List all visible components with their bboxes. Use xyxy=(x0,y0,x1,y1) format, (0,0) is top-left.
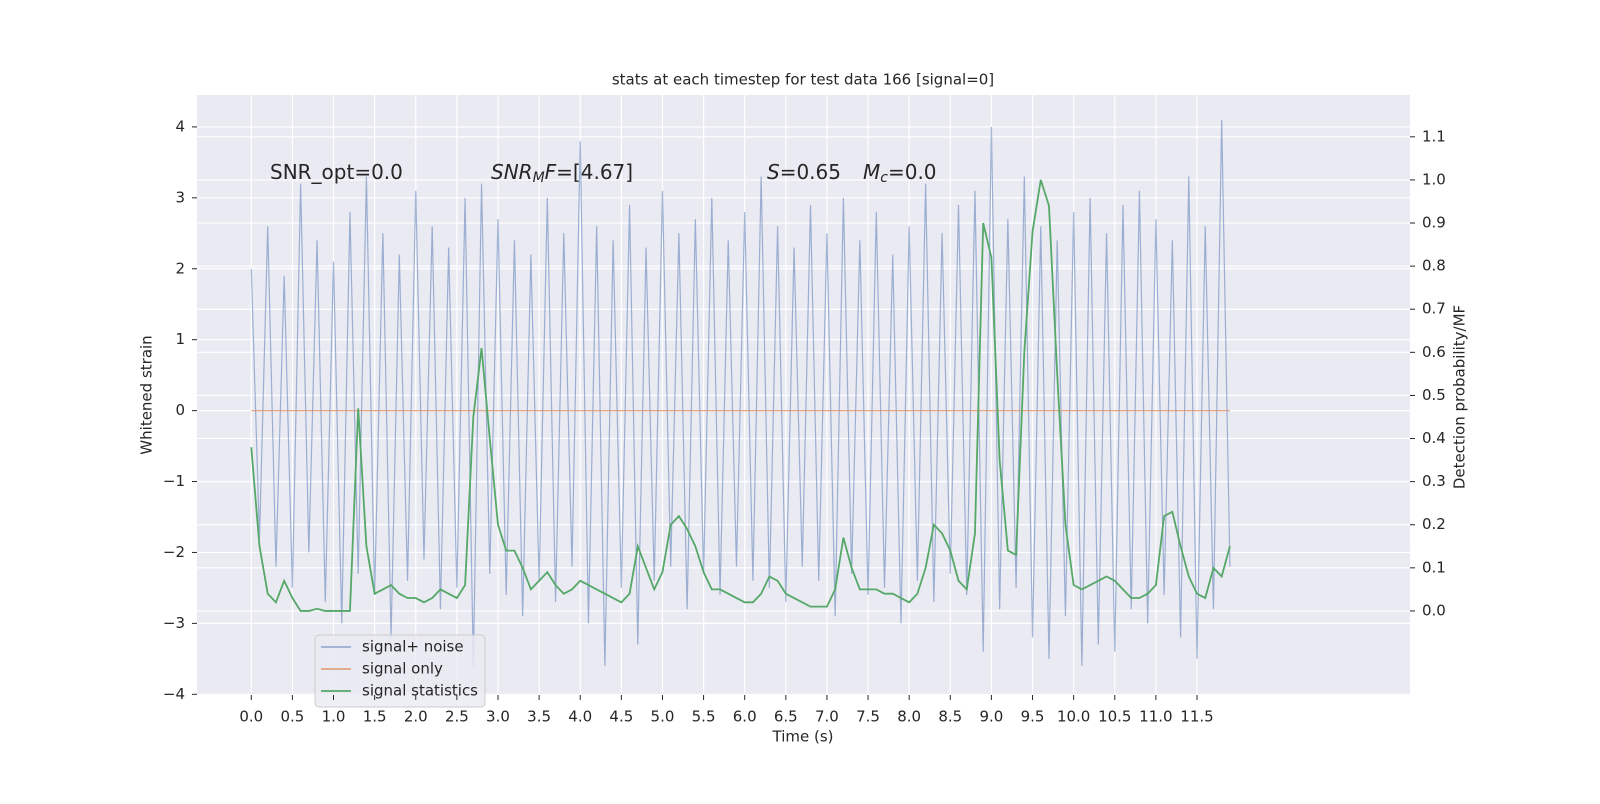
annotation-part: M xyxy=(533,170,545,186)
annotation-part: SNR xyxy=(491,160,533,184)
x-tick-label: 9.0 xyxy=(979,708,1003,726)
annotation-part: c xyxy=(880,170,888,186)
y-tick-label: 2 xyxy=(175,259,185,277)
annotation: SNR_opt=0.0 xyxy=(270,160,403,184)
y-tick-label: 0 xyxy=(175,401,185,419)
x-tick-label: 5.5 xyxy=(692,708,716,726)
series-line xyxy=(250,179,1231,612)
y2-tick-label: 0.2 xyxy=(1422,515,1446,533)
annotation-part: F xyxy=(545,160,557,184)
x-axis-label: Time (s) xyxy=(772,728,834,746)
y-tick-label: 4 xyxy=(175,117,185,135)
annotations: SNR_opt=0.0 SNRMF=[4.67] S=0.65 Mc=0.0 xyxy=(270,160,937,187)
annotation: SNRMF=[4.67] xyxy=(491,160,633,187)
legend: signal+ noise signal only signal statistic… xyxy=(314,634,486,708)
y2-tick-label: 1.1 xyxy=(1422,127,1446,145)
y2-tick-label: 0.1 xyxy=(1422,558,1446,576)
y-axis-label: Whitened strain xyxy=(138,335,156,454)
y2-tick-label: 1.0 xyxy=(1422,170,1446,188)
marks xyxy=(250,119,1231,666)
y2-tick-label: 0.0 xyxy=(1422,601,1446,619)
x-tick-label: 11.5 xyxy=(1180,708,1213,726)
annotation-part: =0.0 xyxy=(888,160,937,184)
y2-tick-label: 0.7 xyxy=(1422,300,1446,318)
y2-tick-label: 0.8 xyxy=(1422,257,1446,275)
y-tick-label: 3 xyxy=(175,188,185,206)
x-tick-label: 0.5 xyxy=(280,708,304,726)
x-tick-label: 6.5 xyxy=(774,708,798,726)
x-tick-label: 7.0 xyxy=(815,708,839,726)
legend-box xyxy=(314,634,486,708)
grid xyxy=(197,95,1410,695)
annotation: S=0.65 Mc=0.0 xyxy=(767,160,937,187)
x-tick-label: 10.0 xyxy=(1057,708,1090,726)
x-tick-label: 5.0 xyxy=(651,708,675,726)
y2-tick-label: 0.6 xyxy=(1422,343,1446,361)
annotation-part: S xyxy=(767,160,780,184)
legend-label: signal statistics xyxy=(362,682,478,700)
y2-tick-label: 0.5 xyxy=(1422,386,1446,404)
x-tick-label: 10.5 xyxy=(1098,708,1131,726)
x-tick-label: 7.5 xyxy=(856,708,880,726)
x-tick-label: 4.5 xyxy=(609,708,633,726)
x-tick-label: 3.5 xyxy=(527,708,551,726)
x-tick-label: 3.0 xyxy=(486,708,510,726)
y2-tick-label: 0.9 xyxy=(1422,214,1446,232)
x-tick-label: 6.0 xyxy=(733,708,757,726)
x-tick-label: 1.0 xyxy=(322,708,346,726)
x-tick-label: 0.0 xyxy=(239,708,263,726)
y2-tick-label: 0.4 xyxy=(1422,429,1446,447)
annotation-part: M xyxy=(863,160,880,184)
y-tick-label: −1 xyxy=(163,472,185,490)
legend-label: signal only xyxy=(362,660,443,678)
x-tick-label: 9.5 xyxy=(1021,708,1045,726)
y-tick-label: −2 xyxy=(163,543,185,561)
annotation-part: =[4.67] xyxy=(556,160,633,184)
annotation-part: =0.65 xyxy=(780,160,841,184)
x-tick-label: 8.0 xyxy=(897,708,921,726)
y2-axis-label: Detection probability/MF xyxy=(1451,305,1469,489)
x-tick-label: 8.5 xyxy=(938,708,962,726)
x-tick-label: 11.0 xyxy=(1139,708,1172,726)
chart-title: stats at each timestep for test data 166… xyxy=(612,71,994,89)
x-tick-label: 1.5 xyxy=(363,708,387,726)
x-tick-label: 2.0 xyxy=(404,708,428,726)
annotation-part: SNR_opt=0.0 xyxy=(270,160,403,184)
x-tick-label: 4.0 xyxy=(568,708,592,726)
y-tick-label: −3 xyxy=(163,614,185,632)
y-tick-label: −4 xyxy=(163,685,185,703)
y2-tick-label: 0.3 xyxy=(1422,472,1446,490)
series-line xyxy=(250,119,1231,666)
legend-label: signal+ noise xyxy=(362,638,464,656)
x-tick-label: 2.5 xyxy=(445,708,469,726)
y-tick-label: 1 xyxy=(175,330,185,348)
